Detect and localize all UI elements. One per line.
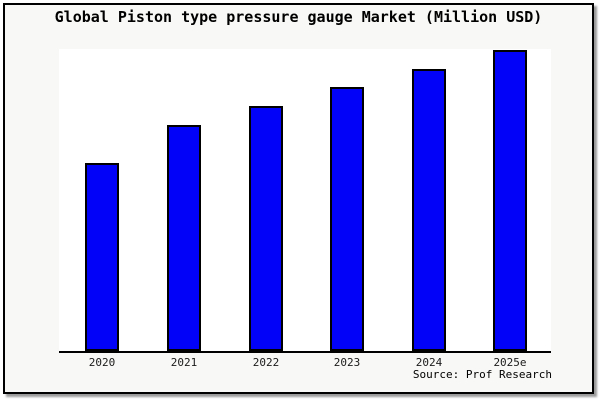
bar-2022 bbox=[249, 106, 283, 351]
x-tick-2024: 2024 bbox=[415, 356, 443, 369]
x-tick-2020: 2020 bbox=[88, 356, 116, 369]
plot-area: 2020 2021 2022 2023 2024 2025e bbox=[59, 49, 551, 369]
bar-2023 bbox=[330, 87, 364, 351]
bar-2021 bbox=[167, 125, 201, 351]
bar-2025e bbox=[493, 50, 527, 351]
source-note: Source: Prof Research bbox=[412, 368, 552, 381]
bar-2024 bbox=[412, 69, 446, 351]
chart-title: Global Piston type pressure gauge Market… bbox=[54, 8, 543, 26]
bar-2020 bbox=[85, 163, 119, 351]
x-tick-2021: 2021 bbox=[170, 356, 198, 369]
x-tick-2025e: 2025e bbox=[493, 356, 527, 369]
x-tick-2022: 2022 bbox=[252, 356, 280, 369]
x-tick-2023: 2023 bbox=[333, 356, 361, 369]
x-axis-line bbox=[59, 351, 551, 353]
chart-frame: Global Piston type pressure gauge Market… bbox=[3, 3, 594, 394]
